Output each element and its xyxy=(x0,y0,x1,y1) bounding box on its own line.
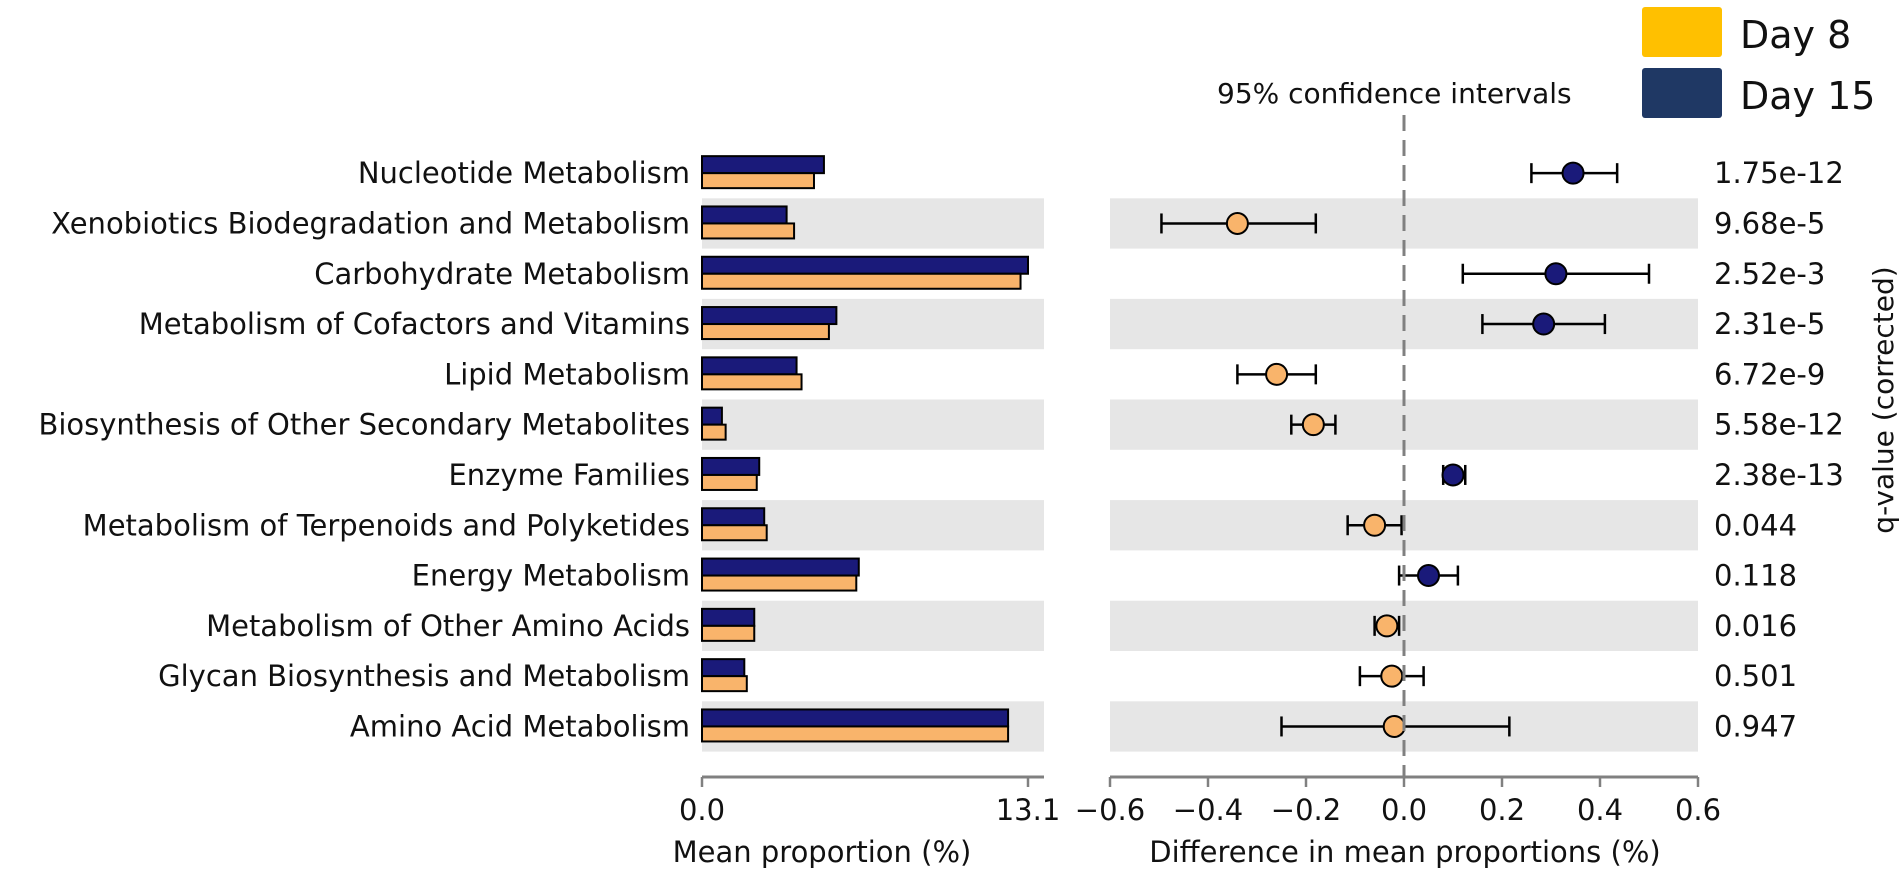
ci-point xyxy=(1561,161,1585,185)
right-x-axis-label: Difference in mean proportions (%) xyxy=(1149,835,1660,869)
qvalue-label: 0.947 xyxy=(1714,709,1797,743)
bar-day15 xyxy=(701,205,788,225)
row-stripe-left xyxy=(702,399,1044,450)
category-label: Amino Acid Metabolism xyxy=(350,709,690,743)
qvalue-label: 2.31e-5 xyxy=(1714,307,1825,341)
right-x-tick-label: 0.2 xyxy=(1479,793,1525,827)
ci-point xyxy=(1532,312,1556,336)
ci-point xyxy=(1225,211,1249,235)
category-label: Enzyme Families xyxy=(448,458,690,492)
right-x-tick-label: −0.6 xyxy=(1075,793,1145,827)
ci-point xyxy=(1380,664,1404,688)
qvalue-label: 1.75e-12 xyxy=(1714,156,1844,190)
right-x-tick-label: 0.4 xyxy=(1577,793,1623,827)
qvalue-label: 0.016 xyxy=(1714,609,1797,643)
right-x-tick-label: 0.0 xyxy=(1381,793,1427,827)
qvalue-label: 2.38e-13 xyxy=(1714,458,1844,492)
ci-point xyxy=(1301,413,1325,437)
legend-swatch-day15 xyxy=(1642,68,1722,118)
ci-point xyxy=(1417,564,1440,588)
ci-point xyxy=(1544,262,1568,286)
row-stripe-left xyxy=(702,600,1044,651)
bar-day8 xyxy=(701,172,815,190)
bar-day15 xyxy=(701,557,860,577)
bar-day15 xyxy=(701,356,798,376)
qvalue-label: 0.044 xyxy=(1714,508,1797,542)
bar-day15 xyxy=(701,507,766,527)
bar-day15 xyxy=(701,406,723,426)
category-label: Carbohydrate Metabolism xyxy=(314,257,690,291)
bar-day8 xyxy=(701,725,1010,743)
bar-day15 xyxy=(701,155,825,175)
bar-day15 xyxy=(701,456,761,476)
category-label: Nucleotide Metabolism xyxy=(358,156,690,190)
bar-plot xyxy=(701,155,1029,743)
ci-point xyxy=(1382,714,1406,738)
bar-day15 xyxy=(701,255,1029,275)
qvalue-label: 6.72e-9 xyxy=(1714,357,1825,391)
qvalue-axis-label: q-value (corrected) xyxy=(1867,266,1900,533)
category-label: Lipid Metabolism xyxy=(444,357,690,391)
category-label: Glycan Biosynthesis and Metabolism xyxy=(158,659,690,693)
category-label: Xenobiotics Biodegradation and Metabolis… xyxy=(51,206,690,240)
ci-point xyxy=(1441,463,1465,487)
bar-day8 xyxy=(701,524,768,542)
bar-day15 xyxy=(701,708,1010,728)
right-x-tick-label: −0.4 xyxy=(1173,793,1243,827)
ci-point xyxy=(1375,614,1399,638)
bar-day8 xyxy=(701,272,1022,290)
category-label: Energy Metabolism xyxy=(412,559,690,593)
bar-day8 xyxy=(701,473,758,491)
category-label: Metabolism of Terpenoids and Polyketides xyxy=(83,508,690,542)
right-x-tick-label: −0.2 xyxy=(1271,793,1341,827)
bar-day15 xyxy=(701,607,756,627)
bar-day8 xyxy=(701,574,858,592)
bar-day15 xyxy=(701,306,838,326)
left-x-axis-label: Mean proportion (%) xyxy=(673,835,972,869)
qvalue-label: 5.58e-12 xyxy=(1714,408,1844,442)
ci-point xyxy=(1363,513,1387,537)
category-label: Metabolism of Other Amino Acids xyxy=(206,609,690,643)
category-labels: Nucleotide Metabolism Xenobiotics Biodegr… xyxy=(38,156,690,743)
qvalue-label: 2.52e-3 xyxy=(1714,257,1825,291)
qvalue-labels: 1.75e-12 9.68e-5 2.52e-3 2.31e-5 6.72e-9 5.58… xyxy=(1714,156,1844,743)
category-label: Biosynthesis of Other Secondary Metaboli… xyxy=(38,408,690,442)
right-x-tick-label: 0.6 xyxy=(1675,793,1721,827)
left-x-tick-label: 0.0 xyxy=(679,793,725,827)
axes: 0.0 13.1 −0.6 −0.4 −0.2 0.0 0.2 0.4 0.6 xyxy=(679,775,1721,827)
ci-point xyxy=(1265,362,1289,386)
category-label: Metabolism of Cofactors and Vitamins xyxy=(139,307,690,341)
bar-day8 xyxy=(701,423,727,441)
legend-label-day8: Day 8 xyxy=(1740,13,1851,57)
bar-day8 xyxy=(701,323,830,341)
legend: Day 8 Day 15 xyxy=(1642,7,1875,118)
bar-day8 xyxy=(701,373,803,391)
bar-day8 xyxy=(701,624,756,642)
ci-annotation: 95% confidence intervals xyxy=(1217,77,1572,110)
left-x-tick-label: 13.1 xyxy=(996,793,1061,827)
qvalue-label: 0.118 xyxy=(1714,559,1797,593)
qvalue-label: 9.68e-5 xyxy=(1714,206,1825,240)
ci-plot xyxy=(1160,115,1651,777)
legend-swatch-day8 xyxy=(1642,7,1722,57)
bar-day8 xyxy=(701,675,748,693)
bar-day8 xyxy=(701,222,796,240)
bar-day15 xyxy=(701,658,746,678)
legend-label-day15: Day 15 xyxy=(1740,74,1875,118)
qvalue-label: 0.501 xyxy=(1714,659,1797,693)
